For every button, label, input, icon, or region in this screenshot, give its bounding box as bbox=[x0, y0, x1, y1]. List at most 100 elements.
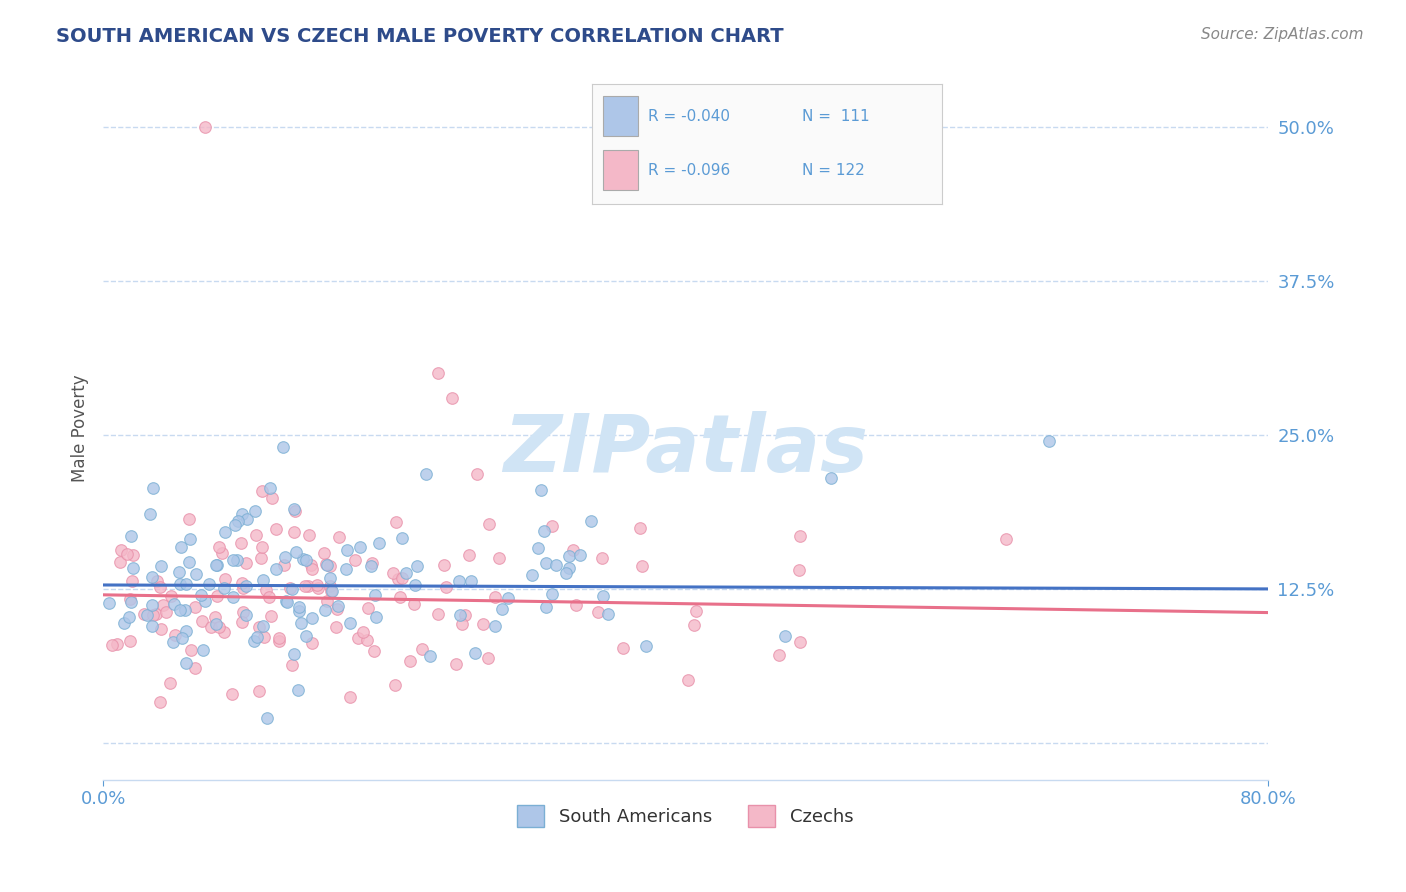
Point bbox=[319, 578, 342, 592]
Point bbox=[235, 579, 257, 593]
Point bbox=[284, 504, 307, 518]
Point bbox=[250, 541, 273, 555]
Point bbox=[245, 528, 267, 542]
Point bbox=[108, 555, 131, 569]
Point bbox=[278, 581, 301, 595]
Point bbox=[152, 598, 174, 612]
Point bbox=[579, 514, 602, 528]
Point bbox=[226, 514, 249, 528]
Point bbox=[349, 540, 371, 554]
Point bbox=[787, 563, 810, 577]
Point bbox=[208, 540, 231, 554]
Point bbox=[231, 615, 253, 629]
Point bbox=[235, 556, 257, 570]
Point bbox=[283, 524, 305, 539]
Point bbox=[260, 491, 283, 505]
Point bbox=[426, 366, 449, 380]
Point bbox=[212, 624, 235, 639]
Point bbox=[174, 577, 197, 591]
Point bbox=[250, 550, 273, 565]
Point bbox=[558, 561, 581, 575]
Point bbox=[768, 648, 790, 663]
Point bbox=[184, 661, 207, 675]
Point bbox=[533, 524, 555, 538]
Point bbox=[301, 636, 323, 650]
Point bbox=[305, 577, 328, 591]
Point bbox=[259, 482, 281, 496]
Point bbox=[522, 568, 544, 582]
Point bbox=[252, 484, 274, 499]
Point bbox=[141, 569, 163, 583]
Point bbox=[454, 607, 477, 622]
Point bbox=[135, 608, 157, 623]
Point bbox=[100, 638, 122, 652]
Point bbox=[301, 562, 323, 576]
Point bbox=[446, 657, 468, 671]
Point bbox=[226, 553, 249, 567]
Point bbox=[252, 573, 274, 587]
Point bbox=[207, 558, 229, 573]
Point bbox=[591, 550, 613, 565]
Point bbox=[460, 574, 482, 588]
Point bbox=[433, 558, 456, 573]
Point bbox=[121, 574, 143, 588]
Point bbox=[120, 529, 142, 543]
Point bbox=[339, 616, 361, 631]
Point bbox=[163, 597, 186, 611]
Point bbox=[360, 559, 382, 574]
Point bbox=[451, 617, 474, 632]
Point bbox=[142, 607, 165, 622]
Point bbox=[271, 440, 294, 454]
Point bbox=[364, 610, 387, 624]
Point bbox=[246, 630, 269, 644]
Point bbox=[312, 546, 335, 560]
Point bbox=[247, 620, 270, 634]
Point bbox=[541, 518, 564, 533]
Point bbox=[269, 632, 291, 646]
Point bbox=[163, 628, 186, 642]
Point bbox=[149, 580, 172, 594]
Point bbox=[177, 555, 200, 569]
Point bbox=[612, 640, 634, 655]
Point bbox=[235, 511, 257, 525]
Point bbox=[363, 644, 385, 658]
Point bbox=[205, 617, 228, 632]
Point bbox=[404, 578, 426, 592]
Point bbox=[112, 616, 135, 631]
Point bbox=[288, 599, 311, 614]
Point bbox=[159, 676, 181, 690]
Point bbox=[205, 589, 228, 603]
Point bbox=[562, 542, 585, 557]
Point bbox=[98, 597, 121, 611]
Point bbox=[488, 551, 510, 566]
Point bbox=[257, 590, 280, 604]
Point bbox=[132, 607, 155, 621]
Point bbox=[105, 637, 128, 651]
Point bbox=[167, 566, 190, 580]
Point bbox=[683, 617, 706, 632]
Point bbox=[415, 467, 437, 482]
Point bbox=[391, 531, 413, 545]
Point bbox=[287, 604, 309, 618]
Point bbox=[478, 516, 501, 531]
Point bbox=[214, 524, 236, 539]
Point bbox=[267, 634, 290, 648]
Point bbox=[232, 582, 254, 596]
Point bbox=[315, 557, 337, 571]
Y-axis label: Male Poverty: Male Poverty bbox=[72, 375, 89, 483]
Point bbox=[496, 591, 519, 605]
Point bbox=[122, 548, 145, 562]
Point bbox=[222, 553, 245, 567]
Point bbox=[321, 584, 343, 599]
Point bbox=[534, 556, 557, 570]
Point bbox=[274, 550, 297, 565]
Point bbox=[173, 602, 195, 616]
Point bbox=[118, 591, 141, 606]
Point bbox=[231, 576, 253, 591]
Point bbox=[352, 624, 374, 639]
Point bbox=[318, 571, 340, 585]
Point bbox=[426, 607, 449, 621]
Point bbox=[200, 620, 222, 634]
Point bbox=[155, 606, 177, 620]
Point bbox=[314, 602, 336, 616]
